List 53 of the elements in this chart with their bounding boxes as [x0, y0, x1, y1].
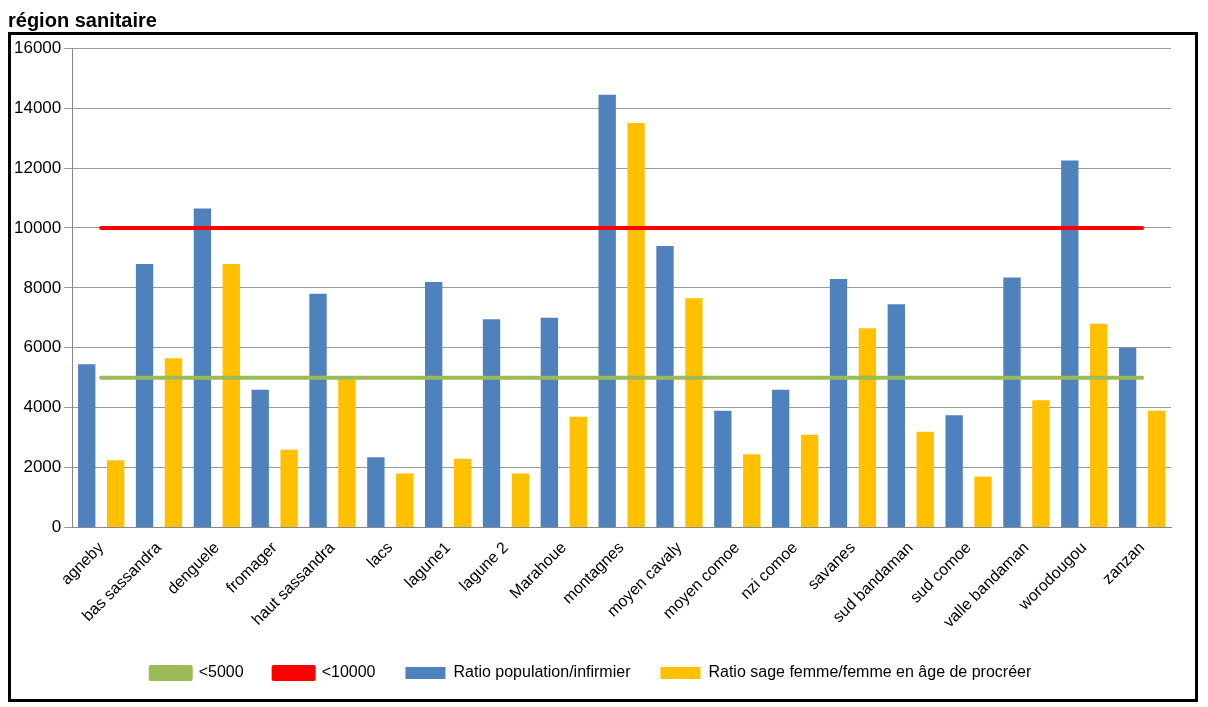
legend-label: <10000	[321, 663, 376, 681]
y-tick-label: 6000	[23, 337, 62, 357]
bar	[367, 457, 385, 528]
y-tick-label: 14000	[13, 97, 62, 117]
x-tick-label: lacs	[363, 538, 396, 571]
bar	[482, 319, 501, 528]
bar	[511, 473, 530, 528]
bar	[106, 460, 125, 528]
bar	[916, 431, 934, 528]
bar	[135, 263, 154, 528]
bar	[309, 293, 327, 528]
bar	[1061, 160, 1079, 528]
chart-title: région sanitaire	[8, 8, 158, 32]
y-tick-label: 4000	[23, 397, 62, 417]
legend-label: <5000	[198, 663, 244, 681]
bar	[280, 449, 298, 528]
bar	[78, 364, 96, 528]
bar	[222, 263, 240, 528]
bar	[656, 245, 674, 528]
bar	[1003, 277, 1021, 528]
bar	[714, 410, 732, 528]
y-tick-label: 8000	[23, 277, 62, 297]
bar	[945, 415, 963, 528]
bar	[1090, 323, 1108, 528]
bar	[164, 358, 183, 528]
bar	[453, 458, 472, 528]
bar	[251, 389, 269, 528]
bar	[338, 379, 356, 528]
bar	[1147, 410, 1166, 528]
legend-label: Ratio population/infirmier	[453, 663, 632, 681]
bar	[540, 317, 559, 528]
bar	[974, 476, 992, 528]
bar	[1032, 400, 1050, 528]
bar	[743, 454, 761, 528]
bar	[800, 434, 819, 528]
y-tick-label: 2000	[23, 457, 62, 477]
bar	[771, 389, 790, 528]
bar	[887, 304, 905, 528]
bar	[569, 416, 587, 528]
bar	[193, 208, 212, 528]
y-tick-label: 10000	[13, 217, 62, 237]
y-tick-label: 12000	[13, 157, 62, 177]
bar	[685, 298, 703, 528]
y-tick-label: 16000	[13, 37, 62, 57]
bar	[1118, 347, 1137, 528]
bar	[598, 94, 616, 528]
bar	[425, 281, 443, 528]
bar	[396, 473, 414, 528]
legend-label: Ratio sage femme/femme en âge de procréer	[708, 663, 1032, 681]
bar	[829, 278, 848, 528]
y-tick-label: 0	[51, 517, 62, 537]
bar	[627, 123, 645, 528]
bar	[858, 328, 877, 528]
